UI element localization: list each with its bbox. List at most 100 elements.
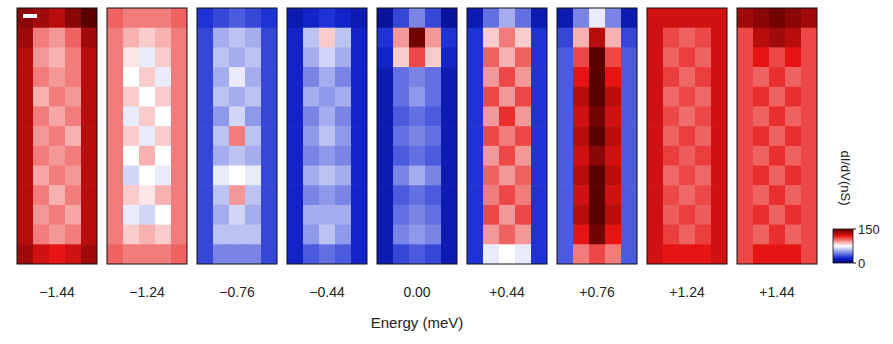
map-cell	[213, 87, 230, 107]
map-cell	[303, 225, 320, 245]
map-cell	[769, 28, 786, 48]
map-cell	[319, 166, 336, 186]
map-cell	[515, 166, 532, 186]
energy-label: 0.00	[403, 284, 430, 300]
map-cell	[785, 47, 802, 67]
map-cell	[107, 8, 124, 28]
map-cell	[531, 67, 547, 87]
map-cell	[33, 244, 50, 264]
map-cell	[245, 185, 262, 205]
map-cell	[483, 146, 500, 166]
map-cell	[785, 205, 802, 225]
map-cell	[123, 205, 140, 225]
map-cell	[261, 146, 277, 166]
map-cell	[197, 185, 214, 205]
map-cell	[621, 87, 637, 107]
map-cell	[65, 126, 82, 146]
map-cell	[33, 47, 50, 67]
map-cell	[287, 28, 304, 48]
map-cell	[17, 106, 34, 126]
map-cell	[155, 146, 172, 166]
map-cell	[711, 185, 727, 205]
map-cell	[467, 166, 484, 186]
map-cell	[695, 166, 712, 186]
map-cell	[605, 87, 622, 107]
map-cell	[171, 106, 187, 126]
map-cell	[335, 47, 352, 67]
panel-frame	[107, 8, 187, 264]
map-cell	[33, 185, 50, 205]
map-cell	[483, 87, 500, 107]
map-cell	[351, 185, 367, 205]
map-cell	[573, 126, 590, 146]
map-cell	[303, 106, 320, 126]
map-cell	[17, 205, 34, 225]
map-cell	[377, 185, 394, 205]
scale-bar	[23, 14, 37, 18]
map-cell	[647, 244, 664, 264]
map-cell	[335, 28, 352, 48]
map-cell	[531, 126, 547, 146]
map-cell	[499, 8, 516, 28]
colorbar	[833, 229, 853, 263]
map-cell	[171, 67, 187, 87]
map-cell	[499, 106, 516, 126]
map-cell	[319, 244, 336, 264]
map-cell	[679, 8, 696, 28]
map-cell	[467, 126, 484, 146]
panel-frame	[737, 8, 817, 264]
map-cell	[605, 106, 622, 126]
map-cell	[753, 106, 770, 126]
map-cell	[261, 185, 277, 205]
map-cell	[139, 205, 156, 225]
map-cell	[319, 87, 336, 107]
map-cell	[303, 166, 320, 186]
map-cell	[785, 8, 802, 28]
map-cell	[245, 67, 262, 87]
map-cell	[663, 87, 680, 107]
map-cell	[81, 67, 97, 87]
map-cell	[647, 185, 664, 205]
map-cell	[663, 146, 680, 166]
map-cell	[589, 67, 606, 87]
map-cell	[409, 146, 426, 166]
map-cell	[261, 244, 277, 264]
map-cell	[647, 126, 664, 146]
map-cell	[785, 126, 802, 146]
map-cell	[557, 146, 574, 166]
map-cell	[589, 225, 606, 245]
map-cell	[17, 67, 34, 87]
map-cell	[515, 225, 532, 245]
map-cell	[737, 244, 754, 264]
map-cell	[213, 146, 230, 166]
map-cell	[393, 244, 410, 264]
map-cell	[621, 106, 637, 126]
map-cell	[351, 244, 367, 264]
map-cell	[287, 8, 304, 28]
map-cell	[753, 87, 770, 107]
map-cell	[753, 47, 770, 67]
map-cell	[499, 47, 516, 67]
map-cell	[171, 126, 187, 146]
map-cell	[647, 205, 664, 225]
map-cell	[801, 225, 817, 245]
map-cell	[49, 106, 66, 126]
map-cell	[65, 146, 82, 166]
map-cell	[483, 225, 500, 245]
map-cell	[351, 28, 367, 48]
map-cell	[711, 106, 727, 126]
map-cell	[49, 166, 66, 186]
map-cell	[605, 146, 622, 166]
map-cell	[801, 47, 817, 67]
map-cell	[515, 146, 532, 166]
map-cell	[531, 205, 547, 225]
map-cell	[155, 166, 172, 186]
panel-frame	[197, 8, 277, 264]
map-cell	[171, 244, 187, 264]
map-cell	[351, 47, 367, 67]
map-cell	[679, 205, 696, 225]
map-cell	[245, 244, 262, 264]
map-cell	[679, 166, 696, 186]
map-cell	[139, 67, 156, 87]
map-cell	[753, 225, 770, 245]
